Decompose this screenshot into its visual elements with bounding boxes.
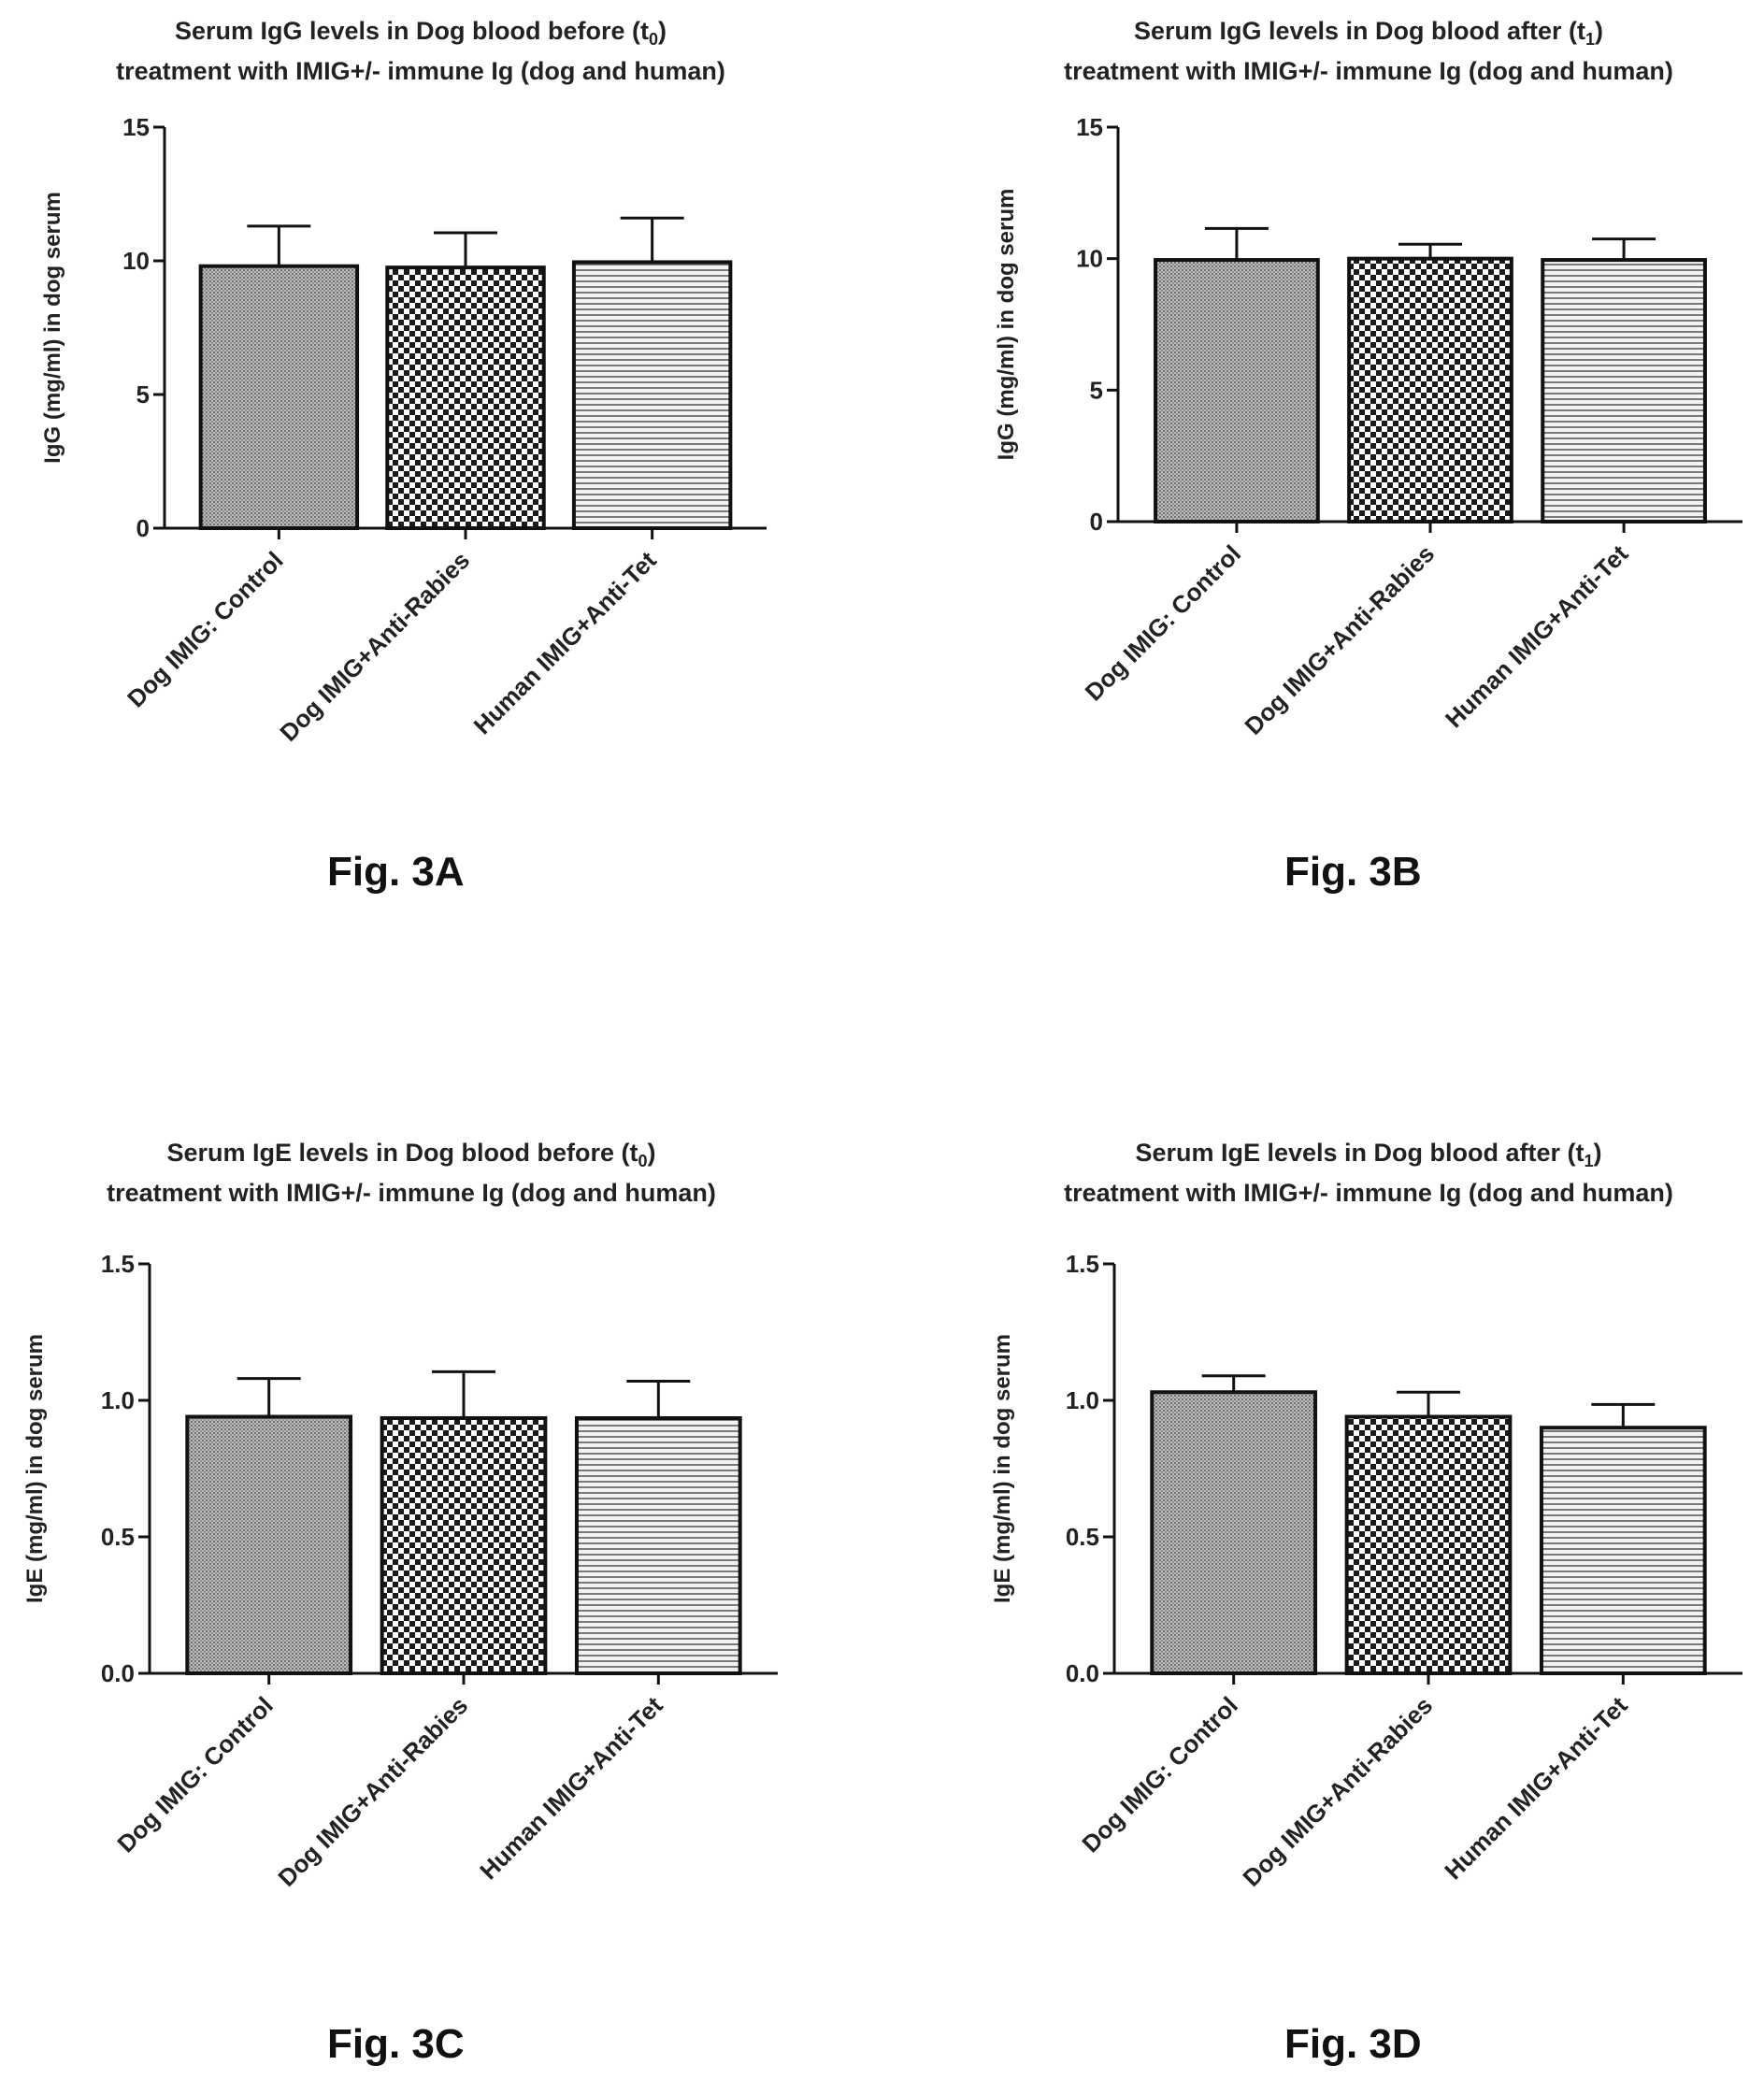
chart-panel-3a: Serum IgG levels in Dog blood before (t0… (0, 0, 879, 972)
bar-3 (1539, 1426, 1707, 1675)
bar-chart-3d: Serum IgE levels in Dog blood after (t1)… (990, 1139, 1742, 1892)
x-category-label: Human IMIG+Anti-Tet (474, 1691, 668, 1886)
bar-1 (198, 264, 360, 530)
chart-title-line-2: treatment with IMIG+/- immune Ig (dog an… (1064, 1179, 1673, 1207)
chart-title-line-2: treatment with IMIG+/- immune Ig (dog an… (116, 57, 725, 85)
chart-title-subscript: 1 (1585, 1152, 1594, 1170)
chart-title-main: Serum IgE levels in Dog blood after (t (1135, 1139, 1584, 1167)
figure-label-3d: Fig. 3D (1284, 2021, 1422, 2067)
bar-3 (1541, 258, 1707, 524)
y-tick-label: 0.5 (1066, 1523, 1099, 1551)
figure-label-3c: Fig. 3C (327, 2021, 465, 2067)
y-axis-title: IgG (mg/ml) in dog serum (994, 189, 1019, 461)
chart-title-close: ) (648, 1139, 656, 1167)
bar-3 (571, 260, 733, 530)
x-category-label: Dog IMIG: Control (1076, 1691, 1242, 1857)
y-tick-label: 0 (136, 514, 150, 542)
x-category-label: Dog IMIG+Anti-Rabies (1239, 539, 1440, 740)
chart-title-main: Serum IgG levels in Dog blood before (t (175, 17, 649, 45)
figure-label-3a: Fig. 3A (327, 849, 465, 895)
x-category-label: Dog IMIG+Anti-Rabies (1237, 1691, 1438, 1892)
y-tick-label: 15 (1076, 113, 1103, 141)
x-category-label: Human IMIG+Anti-Tet (468, 546, 663, 740)
chart-title-close: ) (1595, 17, 1603, 45)
y-axis-title: IgE (mg/ml) in dog serum (990, 1334, 1015, 1603)
bar-1 (185, 1414, 353, 1675)
x-category-label: Dog IMIG: Control (1080, 539, 1246, 706)
bar-1 (1154, 258, 1320, 524)
y-tick-label: 0.0 (101, 1659, 135, 1687)
x-category-label: Dog IMIG+Anti-Rabies (272, 1691, 473, 1892)
y-tick-label: 0.5 (101, 1523, 135, 1551)
chart-title-line-1: Serum IgG levels in Dog blood after (t1) (1134, 17, 1603, 49)
chart-panel-3b: Serum IgG levels in Dog blood after (t1)… (882, 0, 1761, 972)
chart-title-line-2: treatment with IMIG+/- immune Ig (dog an… (107, 1179, 716, 1207)
bar-1 (1150, 1390, 1318, 1675)
chart-title-line-1: Serum IgG levels in Dog blood before (t0… (175, 17, 667, 49)
bar-chart-3c: Serum IgE levels in Dog blood before (t0… (22, 1139, 778, 1892)
y-tick-label: 5 (136, 380, 150, 409)
y-tick-label: 10 (122, 247, 150, 275)
x-category-label: Dog IMIG: Control (122, 546, 288, 712)
y-axis-title: IgG (mg/ml) in dog serum (40, 192, 65, 464)
x-category-label: Dog IMIG+Anti-Rabies (274, 546, 475, 747)
y-tick-label: 1.0 (1066, 1386, 1099, 1414)
y-tick-label: 10 (1076, 245, 1103, 273)
chart-panel-3d: Serum IgE levels in Dog blood after (t1)… (882, 1122, 1761, 2094)
chart-title-subscript: 0 (638, 1152, 648, 1170)
chart-title-close: ) (1594, 1139, 1602, 1167)
chart-title-close: ) (658, 17, 667, 45)
y-tick-label: 1.5 (1066, 1250, 1099, 1278)
y-axis-title: IgE (mg/ml) in dog serum (22, 1334, 48, 1603)
x-category-label: Human IMIG+Anti-Tet (1439, 1691, 1633, 1886)
chart-title-main: Serum IgE levels in Dog blood before (t (166, 1139, 638, 1167)
chart-title-line-1: Serum IgE levels in Dog blood after (t1) (1135, 1139, 1601, 1170)
chart-title-subscript: 1 (1585, 30, 1595, 49)
bar-2 (1347, 256, 1513, 524)
chart-panel-3c: Serum IgE levels in Dog blood before (t0… (0, 1122, 879, 2094)
bar-2 (1344, 1414, 1513, 1675)
x-category-label: Dog IMIG: Control (111, 1691, 278, 1857)
y-tick-label: 5 (1090, 376, 1103, 404)
y-tick-label: 1.5 (101, 1250, 135, 1278)
chart-title-line-2: treatment with IMIG+/- immune Ig (dog an… (1064, 57, 1673, 85)
bar-chart-3b: Serum IgG levels in Dog blood after (t1)… (994, 17, 1742, 740)
chart-title-line-1: Serum IgE levels in Dog blood before (t0… (166, 1139, 655, 1170)
bar-chart-3a: Serum IgG levels in Dog blood before (t0… (40, 17, 767, 747)
y-tick-label: 0 (1090, 508, 1103, 536)
x-category-label: Human IMIG+Anti-Tet (1440, 539, 1634, 734)
y-tick-label: 15 (122, 113, 150, 141)
chart-title-subscript: 0 (649, 30, 658, 49)
chart-title-main: Serum IgG levels in Dog blood after (t (1134, 17, 1585, 45)
bar-2 (385, 265, 546, 530)
bar-3 (574, 1415, 742, 1675)
bar-2 (380, 1415, 548, 1675)
y-tick-label: 0.0 (1066, 1659, 1099, 1687)
figure-label-3b: Fig. 3B (1284, 849, 1422, 895)
y-tick-label: 1.0 (101, 1386, 135, 1414)
